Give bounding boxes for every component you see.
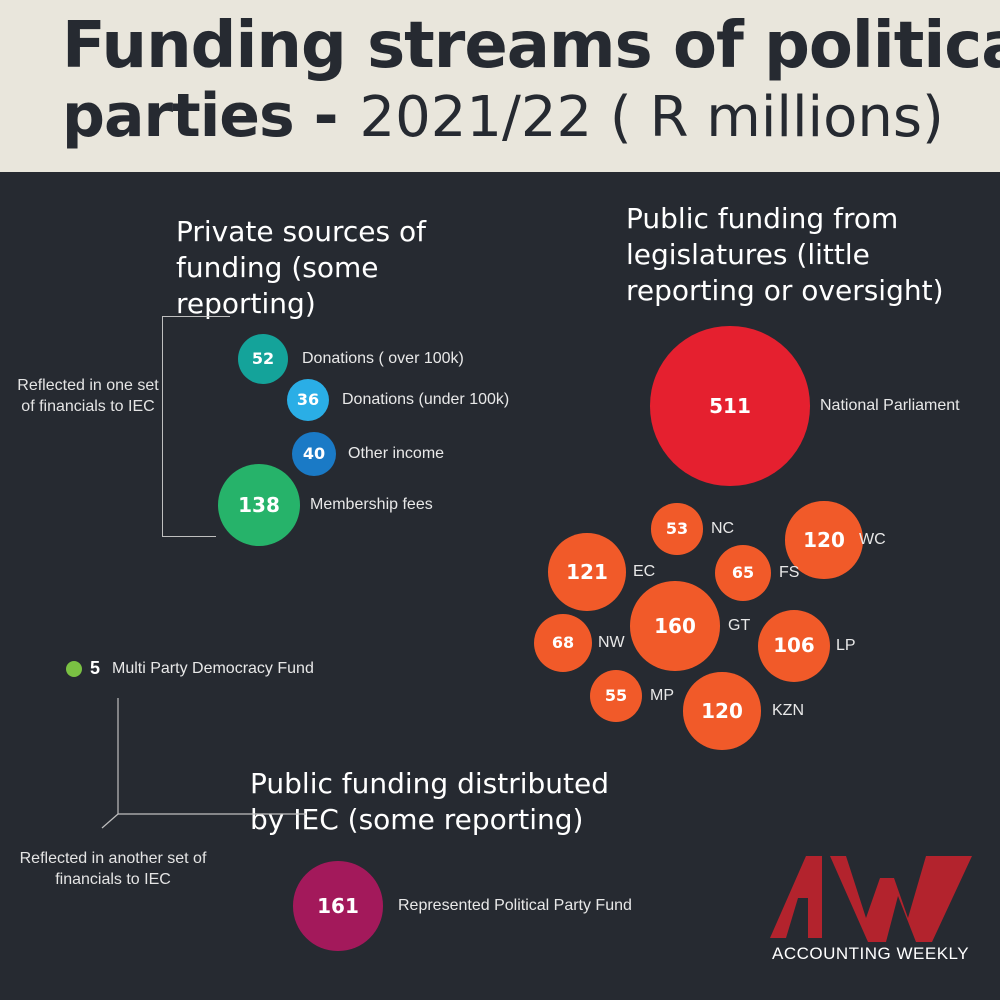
chart-title-line-2: parties -2021/22 ( R millions) (62, 86, 944, 146)
bubble-mp: 55 (589, 669, 643, 723)
bubble-value-mp: 55 (604, 686, 628, 706)
bubble-lp: 106 (757, 609, 831, 683)
bubble-label-mp: MP (650, 687, 674, 704)
bracket-vertical (162, 316, 163, 537)
bubble-label-gt: GT (728, 617, 751, 634)
bubble-multi-party-democracy-fund (66, 661, 82, 677)
bubble-fs: 65 (714, 544, 772, 602)
chart-title-parties: parties - (62, 81, 338, 151)
bubble-value-donations-under-100k: 36 (296, 390, 320, 410)
bubble-value-wc: 120 (803, 527, 845, 552)
bubble-nc: 53 (651, 503, 703, 555)
bubble-represented-political-party-fund: 161 (293, 861, 383, 951)
bubble-label-lp: LP (836, 637, 856, 654)
chart-title-line-1: Funding streams of political (62, 9, 1000, 83)
bubble-gt: 160 (630, 581, 720, 671)
logo-text: ACCOUNTING WEEKLY (772, 944, 970, 963)
bubble-value-national-parliament: 511 (709, 393, 751, 418)
bubble-label-nc: NC (711, 520, 735, 537)
bubble-label-multi-party-democracy-fund: Multi Party Democracy Fund (112, 660, 314, 677)
bubble-value-nw: 68 (551, 633, 575, 653)
bubble-label-fs: FS (779, 564, 800, 581)
iec-connector (101, 698, 306, 829)
bubble-label-wc: WC (859, 531, 886, 548)
bubble-value-fs: 65 (731, 563, 755, 583)
bubble-value-multi-party-democracy-fund: 5 (90, 658, 101, 678)
bubble-national-parliament: 511 (650, 326, 810, 486)
bubble-value-nc: 53 (665, 519, 689, 539)
bubble-value-membership-fees: 138 (238, 492, 280, 517)
bubble-label-ec: EC (633, 563, 656, 580)
accounting-weekly-logo (770, 856, 972, 942)
bracket-bottom (162, 536, 216, 537)
section-title-legislatures: Public funding from legislatures (little… (626, 202, 944, 307)
chart-title-year-unit: 2021/22 ( R millions) (359, 85, 944, 150)
bubble-value-represented-political-party-fund: 161 (317, 893, 359, 918)
bracket-top (162, 316, 230, 317)
bubble-value-lp: 106 (773, 634, 815, 658)
bubble-value-other-income: 40 (302, 444, 326, 464)
section-title-iec: Public funding distributed by IEC (some … (250, 767, 609, 836)
bubble-value-ec: 121 (566, 559, 608, 584)
bubble-wc: 120 (785, 501, 863, 579)
bubble-value-donations-over-100k: 52 (251, 349, 275, 369)
bubble-label-kzn: KZN (772, 702, 804, 719)
bubble-membership-fees: 138 (217, 463, 301, 547)
bubble-ec: 121 (548, 533, 626, 611)
bubble-label-other-income: Other income (348, 445, 445, 462)
bubble-label-membership-fees: Membership fees (310, 496, 433, 513)
section-title-private: Private sources of funding (some reporti… (176, 215, 426, 320)
bubble-kzn: 120 (683, 672, 761, 750)
note-iec-financials: Reflected in another set of financials t… (19, 850, 207, 888)
bubble-label-donations-over-100k: Donations ( over 100k) (302, 350, 464, 367)
bubble-label-represented-political-party-fund: Represented Political Party Fund (398, 897, 632, 914)
bubble-label-donations-under-100k: Donations (under 100k) (342, 391, 510, 408)
title-banner: Funding streams of political parties -20… (0, 0, 1000, 172)
bubble-donations-over-100k: 52 (237, 333, 289, 385)
bubble-value-kzn: 120 (701, 698, 743, 723)
note-private-financials: Reflected in one set of financials to IE… (17, 377, 159, 415)
bubble-donations-under-100k: 36 (286, 378, 330, 422)
bubble-value-gt: 160 (654, 613, 696, 638)
bubble-label-nw: NW (598, 634, 625, 651)
bubble-other-income: 40 (291, 431, 337, 477)
bubble-nw: 68 (533, 613, 593, 673)
bubble-label-national-parliament: National Parliament (820, 397, 960, 414)
